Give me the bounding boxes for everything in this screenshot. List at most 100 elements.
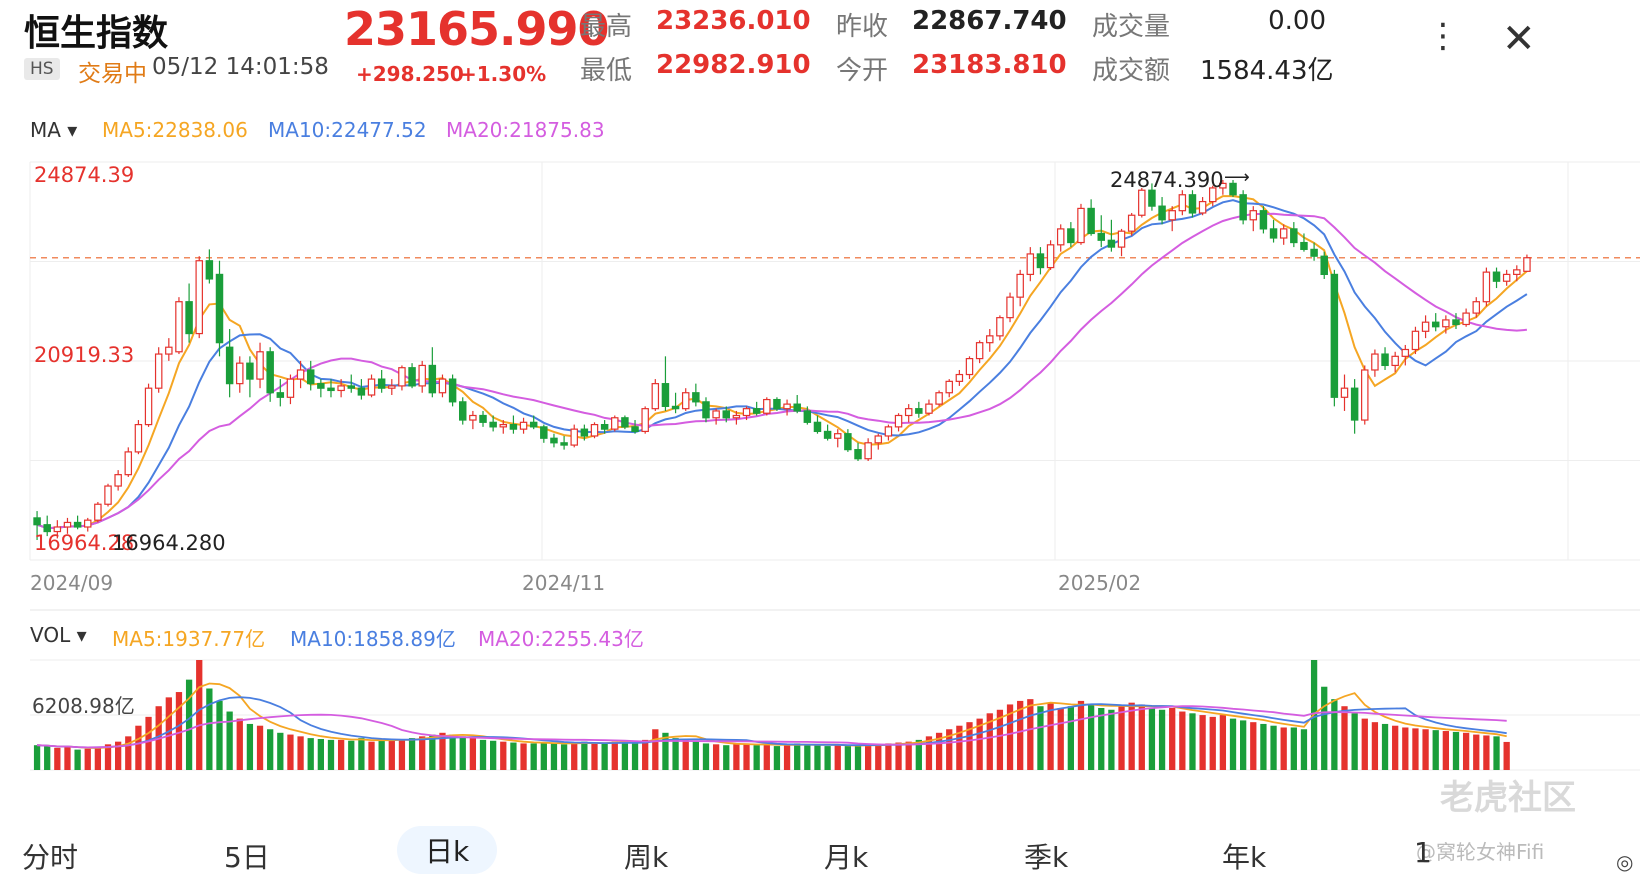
volume-bar	[1148, 707, 1156, 770]
volume-bar	[1179, 711, 1186, 770]
vol-ma10-legend: MA10:1858.89亿	[290, 627, 456, 651]
volume-value: 0.00	[1268, 6, 1326, 36]
candle-body	[621, 417, 629, 428]
volume-bar	[1270, 725, 1277, 770]
volume-bar	[834, 745, 841, 770]
volume-bar	[1077, 700, 1085, 770]
candle-body	[925, 403, 933, 414]
volume-bar	[135, 725, 142, 770]
volume-bar	[814, 745, 821, 770]
candle-body	[1310, 248, 1318, 257]
candle-body	[327, 387, 335, 392]
tab-daily-k[interactable]: 日k	[397, 826, 498, 874]
volume-bar	[1331, 699, 1338, 770]
volume-bar	[348, 740, 355, 770]
ma10-legend: MA10:22477.52	[268, 118, 427, 142]
ma-selector[interactable]: MA ▾	[30, 118, 78, 142]
volume-bar	[1280, 727, 1287, 770]
volume-bar	[540, 742, 547, 770]
low-value: 22982.910	[656, 50, 811, 80]
candle-body	[1431, 321, 1440, 328]
volume-bar	[378, 740, 385, 770]
candles	[33, 180, 1531, 541]
tab-quarterly-k[interactable]: 季k	[1024, 841, 1069, 874]
candle-body	[1300, 241, 1308, 250]
candle-body	[408, 367, 416, 387]
candle-body	[489, 421, 497, 428]
volume-bar	[1047, 702, 1054, 770]
candle-body	[1067, 228, 1075, 244]
volume-bar	[54, 747, 61, 770]
candle-body	[844, 433, 852, 451]
candle-body	[286, 378, 295, 398]
volume-bar	[1158, 709, 1166, 770]
candle-body	[134, 423, 143, 453]
volume-bar	[1169, 707, 1176, 770]
tab-yearly-k[interactable]: 年k	[1222, 841, 1267, 874]
volume-bar	[1098, 707, 1105, 770]
tab-5day[interactable]: 5日	[224, 841, 270, 874]
candle-body	[1117, 230, 1126, 248]
volume-bar	[125, 736, 132, 770]
candle-body	[945, 380, 953, 394]
candle-body	[742, 408, 751, 417]
volume-bar	[1452, 731, 1460, 770]
vol-selector[interactable]: VOL ▾	[30, 623, 87, 647]
volume-bar	[672, 738, 679, 770]
volume-bar	[905, 741, 912, 770]
candle-body	[479, 414, 487, 423]
candle-body	[337, 385, 345, 392]
volume-bar	[804, 744, 811, 770]
candle-body	[499, 423, 508, 428]
tab-weekly-k[interactable]: 周k	[624, 841, 669, 874]
more-vertical-icon[interactable]: ⋮	[1426, 16, 1460, 56]
tab-more[interactable]: 1	[1414, 836, 1432, 869]
volume-bar	[115, 741, 122, 770]
volume-bar	[662, 732, 669, 770]
candle-body	[1523, 257, 1531, 272]
volume-bar	[196, 659, 203, 770]
volume-bar	[753, 745, 760, 770]
candle-body	[783, 403, 791, 410]
volume-bar	[388, 739, 395, 770]
candle-body	[1158, 205, 1166, 221]
volume-bar	[1483, 735, 1490, 770]
candle-body	[63, 521, 72, 528]
volume-bar	[84, 748, 91, 770]
candle-body	[1259, 210, 1268, 230]
volume-bar	[601, 743, 608, 770]
volume-bar	[1209, 716, 1216, 770]
tab-monthly-k[interactable]: 月k	[824, 841, 869, 874]
volume-bar	[1290, 727, 1297, 770]
candle-body	[1290, 228, 1298, 244]
candle-body	[1178, 194, 1187, 212]
volume-bar	[1462, 732, 1470, 770]
volume-bar	[337, 739, 345, 770]
candle-body	[306, 369, 315, 385]
high-value: 23236.010	[656, 6, 811, 36]
price-change-pct: +1.30%	[460, 62, 547, 86]
candle-body	[773, 398, 781, 410]
candle-body	[256, 351, 264, 380]
high-annotation: 24874.390	[1110, 168, 1224, 192]
volume-bar	[33, 745, 41, 770]
tab-intraday[interactable]: 分时	[22, 841, 79, 874]
candle-body	[813, 421, 822, 433]
volume-bar	[925, 736, 933, 770]
candle-body	[195, 260, 203, 335]
candle-body	[1472, 301, 1480, 314]
candle-body	[1401, 348, 1410, 357]
volume-bar	[267, 729, 274, 770]
close-icon[interactable]: ✕	[1502, 16, 1536, 62]
candle-body	[175, 301, 183, 353]
volume-bar	[1006, 704, 1014, 770]
index-title: 恒生指数	[24, 13, 169, 54]
settings-icon[interactable]: ◎	[1616, 850, 1634, 874]
trading-status: 交易中	[78, 61, 147, 87]
candle-body	[996, 317, 1004, 337]
candle-body	[702, 401, 710, 419]
volume-bar	[1229, 718, 1237, 770]
candle-body	[834, 433, 842, 439]
candle-body	[1421, 321, 1430, 332]
